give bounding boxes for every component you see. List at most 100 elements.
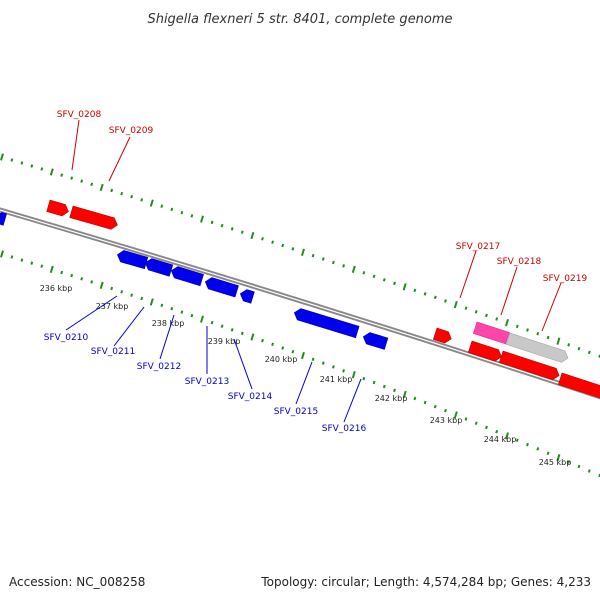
outer-tick	[433, 295, 437, 300]
inner-tick	[433, 404, 437, 409]
inner-tick	[160, 303, 164, 308]
kbp-label-239: 239 kbp	[208, 337, 241, 346]
gene-label-sfv-0216[interactable]: SFV_0216	[322, 424, 367, 434]
inner-tick	[587, 469, 591, 473]
gene-label-sfv-0209[interactable]: SFV_0209	[109, 126, 154, 136]
inner-tick	[464, 417, 468, 421]
outer-tick	[311, 253, 315, 258]
outer-tick	[342, 264, 345, 268]
gene-label-sfv-0215[interactable]: SFV_0215	[274, 407, 318, 417]
inner-tick	[474, 421, 478, 425]
reverse-genes	[0, 211, 389, 350]
inner-tick	[495, 429, 499, 434]
outer-tick	[200, 215, 204, 223]
outer-tick	[515, 324, 519, 329]
outer-tick	[99, 183, 104, 192]
gene-label-sfv-0208[interactable]: SFV_0208	[57, 110, 102, 120]
forward-genes	[46, 199, 600, 400]
map-title: Shigella flexneri 5 str. 8401, complete …	[147, 12, 452, 27]
gene-arrow-sfv-0218b[interactable]	[505, 332, 570, 364]
outer-tick	[485, 313, 488, 318]
leader-sfv-0216	[343, 378, 362, 423]
inner-tick	[271, 342, 274, 347]
gene-arrow-sfv-0219[interactable]	[557, 372, 600, 400]
gene-arrow-sfv-0211[interactable]	[143, 257, 174, 277]
inner-tick	[342, 369, 345, 373]
outer-tick	[240, 230, 244, 234]
gene-label-sfv-0213[interactable]: SFV_0213	[185, 377, 229, 387]
inner-tick	[240, 331, 244, 336]
gene-arrow-sfv-0217[interactable]	[432, 327, 453, 345]
inner-tick	[230, 328, 234, 332]
gene-arrow-sfv-0216[interactable]	[361, 331, 389, 350]
outer-tick	[160, 204, 164, 208]
gene-label-sfv-0218[interactable]: SFV_0218	[497, 257, 542, 267]
inner-tick	[321, 361, 325, 365]
outer-tick	[80, 179, 84, 183]
gene-arrow-sfv-0215[interactable]	[292, 307, 360, 339]
inner-tick	[70, 273, 74, 278]
inner-tick	[80, 277, 84, 281]
gene-arrow-sfv-0212[interactable]	[169, 265, 204, 287]
gene-arrow-sfv-0210[interactable]	[116, 249, 149, 270]
outer-tick	[220, 223, 224, 228]
gene-label-sfv-0212[interactable]: SFV_0212	[137, 362, 181, 372]
inner-tick	[311, 357, 315, 362]
inner-tick	[90, 280, 94, 284]
outer-tick	[453, 300, 458, 309]
kbp-label-245: 245 kbp	[539, 458, 572, 467]
outer-tick	[70, 176, 74, 180]
outer-tick	[180, 210, 184, 215]
outer-tick	[271, 240, 274, 244]
gene-arrow-sfv-0208[interactable]	[46, 199, 70, 217]
outer-tick	[464, 306, 468, 310]
gene-arrow-sfv-0218a[interactable]	[472, 321, 510, 345]
outer-tick	[505, 319, 509, 327]
reverse-gene-labels: SFV_0210 SFV_0211 SFV_0212 SFV_0213 SFV_…	[44, 333, 367, 434]
inner-tick	[515, 438, 519, 442]
inner-tick	[556, 454, 561, 462]
accession-text: Accession: NC_008258	[9, 575, 145, 589]
leader-sfv-0214	[233, 338, 253, 390]
gene-label-sfv-0211[interactable]: SFV_0211	[91, 347, 135, 357]
kbp-label-244: 244 kbp	[484, 435, 517, 444]
outer-tick	[372, 274, 376, 279]
leader-sfv-0219	[541, 282, 562, 332]
gene-arrow-reverse-edge[interactable]	[0, 211, 7, 226]
inner-tick	[453, 411, 458, 419]
outer-tick	[291, 247, 295, 251]
outer-tick	[90, 182, 94, 187]
gene-label-sfv-0219[interactable]: SFV_0219	[543, 274, 588, 284]
gene-arrow-red-lower-2[interactable]	[498, 350, 561, 381]
gene-arrow-sfv-0213[interactable]	[203, 276, 239, 298]
outer-tick	[546, 335, 550, 340]
inner-tick	[140, 296, 144, 301]
gene-arrow-sfv-0209[interactable]	[69, 205, 119, 231]
outer-tick	[230, 227, 234, 231]
inner-tick	[332, 365, 335, 369]
gene-label-sfv-0217[interactable]: SFV_0217	[456, 242, 500, 252]
gene-arrow-sfv-0214[interactable]	[238, 288, 255, 304]
leader-sfv-0209	[108, 136, 131, 182]
outer-tick	[444, 299, 447, 303]
leader-sfv-0215	[295, 361, 313, 405]
outer-tick	[190, 214, 194, 218]
inner-tick	[20, 258, 24, 262]
kbp-label-237: 237 kbp	[96, 302, 129, 311]
outer-tick	[577, 346, 581, 351]
kbp-label-242: 242 kbp	[375, 394, 408, 403]
gene-label-sfv-0210[interactable]: SFV_0210	[44, 333, 89, 343]
gene-label-sfv-0214[interactable]: SFV_0214	[228, 392, 273, 402]
inner-tick	[567, 460, 571, 464]
inner-tick	[220, 324, 224, 328]
outer-tick	[526, 328, 529, 332]
kbp-label-240: 240 kbp	[265, 355, 298, 364]
outer-tick	[382, 278, 386, 282]
outer-tick	[351, 265, 356, 273]
inner-tick	[30, 261, 34, 265]
outer-tick	[495, 317, 499, 321]
kbp-label-243: 243 kbp	[430, 416, 463, 425]
gene-arrow-red-lower-1[interactable]	[467, 340, 503, 363]
leader-sfv-0212	[159, 314, 175, 360]
